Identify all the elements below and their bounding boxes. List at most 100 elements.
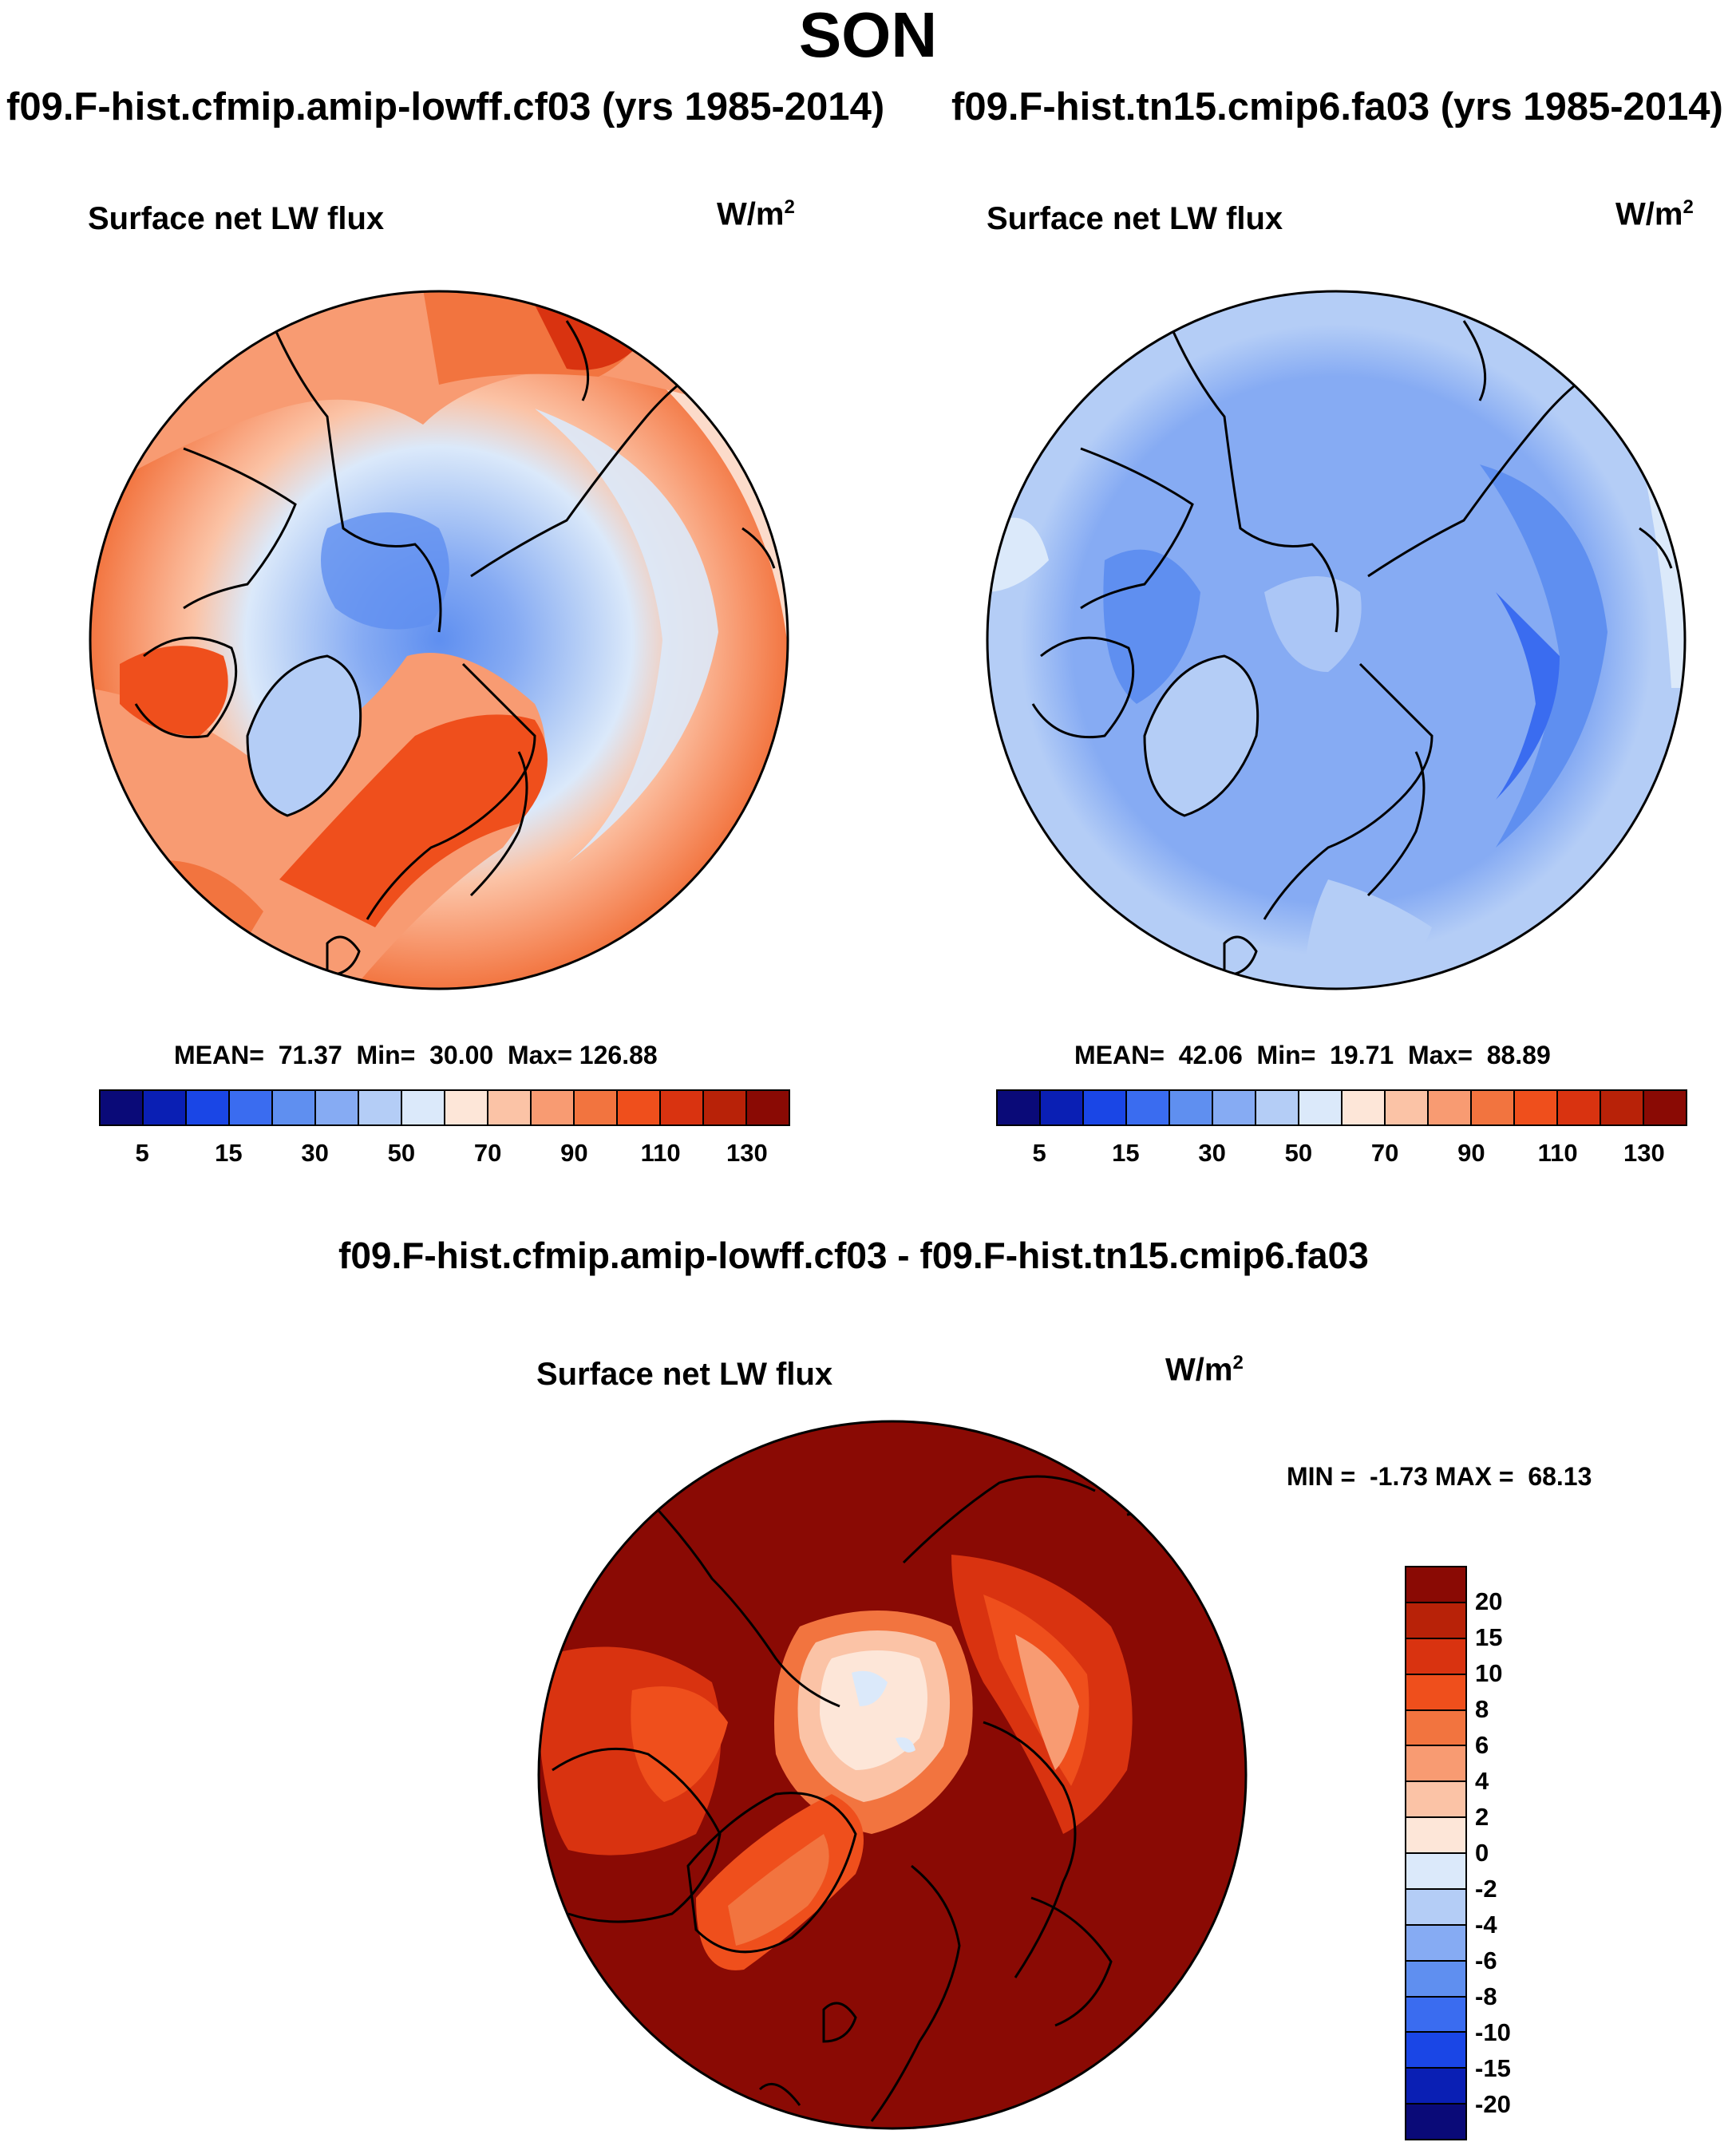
left-colorbar-swatch: [144, 1091, 187, 1124]
left-colorbar-swatch: [402, 1091, 445, 1124]
diff-colorbar-tick-label: 20: [1475, 1587, 1503, 1615]
right-colorbar-tick-label: 130: [1623, 1139, 1665, 1167]
diff-colorbar-swatch: [1406, 1638, 1465, 1675]
diff-colorbar-tick-label: -8: [1475, 1982, 1497, 2010]
diff-colorbar-tick-label: 0: [1475, 1839, 1489, 1867]
season-title: SON: [798, 0, 938, 70]
diff-colorbar-tick-label: -2: [1475, 1875, 1497, 1903]
diff-colorbar-tick-label: 2: [1475, 1803, 1489, 1831]
right-units-exp: 2: [1683, 196, 1694, 218]
diff-colorbar-tick-label: 6: [1475, 1731, 1489, 1759]
left-colorbar-swatch: [747, 1091, 789, 1124]
left-case-title: f09.F-hist.cfmip.amip-lowff.cf03 (yrs 19…: [6, 85, 885, 128]
left-colorbar-tick-label: 5: [135, 1139, 149, 1167]
diff-colorbar-swatch: [1406, 1961, 1465, 1998]
left-colorbar-swatch: [488, 1091, 532, 1124]
right-colorbar-swatch: [1644, 1091, 1686, 1124]
left-colorbar-tick-label: 70: [473, 1139, 502, 1167]
left-polar-map: [89, 290, 789, 990]
right-colorbar-tick-label: 50: [1284, 1139, 1313, 1167]
right-colorbar-tick-label: 70: [1370, 1139, 1399, 1167]
left-colorbar-swatch: [661, 1091, 704, 1124]
diff-colorbar-tick-label: -6: [1475, 1946, 1497, 1974]
right-colorbar-swatch: [1386, 1091, 1429, 1124]
left-colorbar-swatch: [230, 1091, 273, 1124]
diff-colorbar-swatch: [1406, 1710, 1465, 1747]
diff-units-base: W/m: [1165, 1352, 1233, 1388]
right-units-label: W/m2: [1615, 196, 1694, 232]
right-colorbar-swatch: [1601, 1091, 1644, 1124]
diff-colorbar-tick-label: -15: [1475, 2054, 1511, 2082]
right-colorbar-swatch: [1170, 1091, 1213, 1124]
right-colorbar-swatch: [1256, 1091, 1299, 1124]
left-units-base: W/m: [717, 196, 785, 232]
right-colorbar-swatch: [1515, 1091, 1558, 1124]
left-colorbar-swatch: [273, 1091, 316, 1124]
left-units-exp: 2: [784, 196, 795, 218]
left-colorbar-tick-label: 130: [726, 1139, 768, 1167]
right-colorbar-swatch: [1558, 1091, 1601, 1124]
left-colorbar-tick-label: 90: [560, 1139, 588, 1167]
right-colorbar-tick-label: 5: [1032, 1139, 1046, 1167]
left-colorbar-tick-label: 110: [640, 1139, 681, 1167]
right-colorbar-tick-label: 90: [1457, 1139, 1485, 1167]
right-stats: MEAN= 42.06 Min= 19.71 Max= 88.89: [1074, 1041, 1551, 1069]
left-colorbar-swatch: [316, 1091, 359, 1124]
right-colorbar-tick-label: 110: [1537, 1139, 1578, 1167]
diff-colorbar-tick-label: 4: [1475, 1767, 1489, 1795]
diff-colorbar-tick-label: 8: [1475, 1695, 1489, 1723]
diff-colorbar-tick-label: -10: [1475, 2018, 1511, 2046]
diff-stats: MIN = -1.73 MAX = 68.13: [1287, 1462, 1592, 1491]
diff-units-label: W/m2: [1165, 1352, 1244, 1388]
right-units-base: W/m: [1615, 196, 1683, 232]
right-colorbar-tick-label: 15: [1112, 1139, 1140, 1167]
left-colorbar-swatch: [445, 1091, 488, 1124]
right-colorbar-tick-label: 30: [1198, 1139, 1226, 1167]
left-colorbar-swatch: [359, 1091, 402, 1124]
right-colorbar-swatch: [1299, 1091, 1343, 1124]
right-colorbar-swatch: [1127, 1091, 1170, 1124]
right-colorbar: [996, 1089, 1687, 1126]
right-variable-label: Surface net LW flux: [987, 201, 1283, 236]
diff-case-title: f09.F-hist.cfmip.amip-lowff.cf03 - f09.F…: [338, 1235, 1369, 1276]
diff-colorbar-swatch: [1406, 1782, 1465, 1819]
left-colorbar-tick-label: 30: [301, 1139, 329, 1167]
diff-polar-map: [537, 1420, 1248, 2130]
diff-variable-label: Surface net LW flux: [536, 1357, 833, 1392]
diff-colorbar-swatch: [1406, 1818, 1465, 1854]
right-colorbar-swatch: [1472, 1091, 1515, 1124]
diff-units-exp: 2: [1232, 1352, 1244, 1373]
left-colorbar-swatch: [187, 1091, 230, 1124]
diff-colorbar-swatch: [1406, 2105, 1465, 2139]
diff-colorbar-tick-label: -20: [1475, 2090, 1511, 2118]
diff-colorbar-swatch: [1406, 1746, 1465, 1783]
left-colorbar: [99, 1089, 790, 1126]
left-stats: MEAN= 71.37 Min= 30.00 Max= 126.88: [174, 1041, 658, 1069]
diff-colorbar-tick-label: 15: [1475, 1623, 1503, 1651]
left-colorbar-swatch: [532, 1091, 575, 1124]
left-colorbar-swatch: [101, 1091, 144, 1124]
left-units-label: W/m2: [717, 196, 795, 232]
left-colorbar-swatch: [575, 1091, 618, 1124]
diff-colorbar-swatch: [1406, 1925, 1465, 1962]
diff-colorbar-swatch: [1406, 2069, 1465, 2105]
right-colorbar-swatch: [1041, 1091, 1084, 1124]
diff-colorbar-swatch: [1406, 1567, 1465, 1603]
right-colorbar-swatch: [1213, 1091, 1256, 1124]
left-variable-label: Surface net LW flux: [88, 201, 385, 236]
right-colorbar-swatch: [1084, 1091, 1127, 1124]
left-colorbar-tick-label: 15: [215, 1139, 243, 1167]
diff-colorbar-tick-label: -4: [1475, 1911, 1497, 1939]
diff-colorbar-tick-label: 10: [1475, 1659, 1503, 1687]
right-case-title: f09.F-hist.tn15.cmip6.fa03 (yrs 1985-201…: [951, 85, 1723, 128]
right-colorbar-swatch: [998, 1091, 1041, 1124]
left-colorbar-swatch: [704, 1091, 747, 1124]
diff-colorbar-swatch: [1406, 1854, 1465, 1890]
diff-colorbar: [1405, 1566, 1467, 2140]
diff-colorbar-swatch: [1406, 2033, 1465, 2069]
diff-colorbar-swatch: [1406, 1997, 1465, 2033]
right-colorbar-swatch: [1343, 1091, 1386, 1124]
left-colorbar-tick-label: 50: [387, 1139, 416, 1167]
diff-colorbar-swatch: [1406, 1603, 1465, 1639]
right-polar-map: [986, 290, 1687, 990]
